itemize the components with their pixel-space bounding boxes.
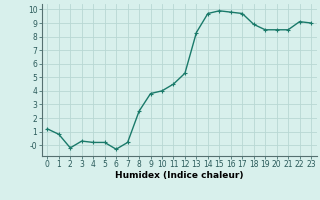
X-axis label: Humidex (Indice chaleur): Humidex (Indice chaleur) <box>115 171 244 180</box>
